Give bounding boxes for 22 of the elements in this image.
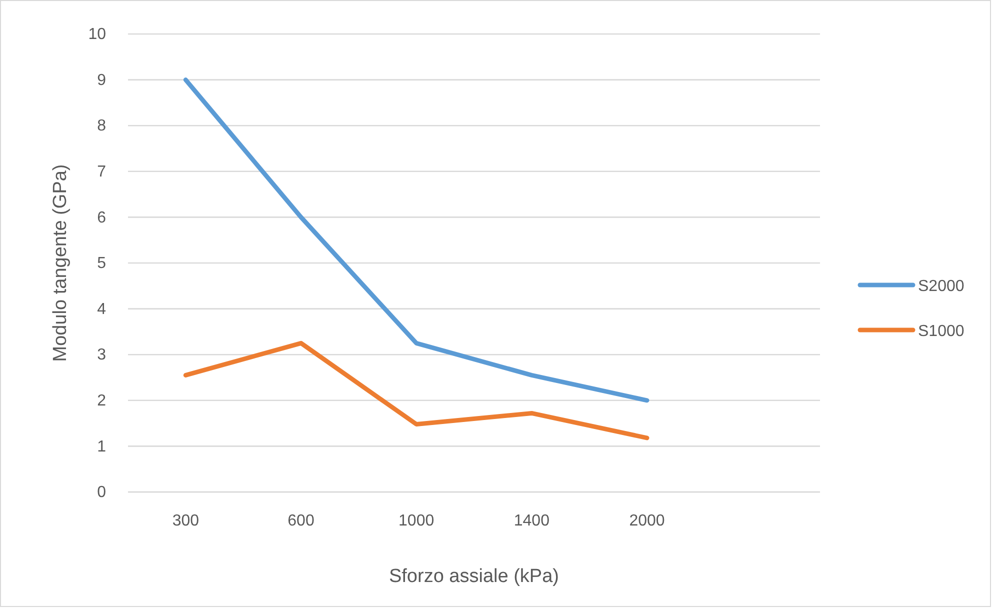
y-tick-label: 0 xyxy=(97,484,106,502)
y-tick-label: 8 xyxy=(97,118,106,135)
y-tick-label: 5 xyxy=(97,255,106,272)
y-axis-title: Modulo tangente (GPa) xyxy=(50,164,71,362)
x-tick-label: 2000 xyxy=(629,512,665,530)
x-tick-label: 300 xyxy=(172,512,200,530)
x-tick-label: 600 xyxy=(288,512,314,530)
y-tick-label: 2 xyxy=(97,392,106,410)
x-axis-title: Sforzo assiale (kPa) xyxy=(388,566,560,587)
y-tick-label: 3 xyxy=(97,346,106,364)
line-series xyxy=(183,78,650,403)
y-tick-label: 10 xyxy=(88,26,106,44)
x-tick-label: 1000 xyxy=(398,512,434,530)
y-tick-label: 1 xyxy=(97,438,106,456)
legend-label: S2000 xyxy=(918,278,964,295)
y-tick-label: 6 xyxy=(97,209,106,226)
x-tick-label: 1400 xyxy=(514,512,550,530)
y-tick-label: 9 xyxy=(97,72,106,89)
legend-label: S1000 xyxy=(918,323,964,340)
y-tick-label: 7 xyxy=(97,164,106,181)
y-tick-label: 4 xyxy=(97,300,106,318)
line-series xyxy=(183,340,650,440)
